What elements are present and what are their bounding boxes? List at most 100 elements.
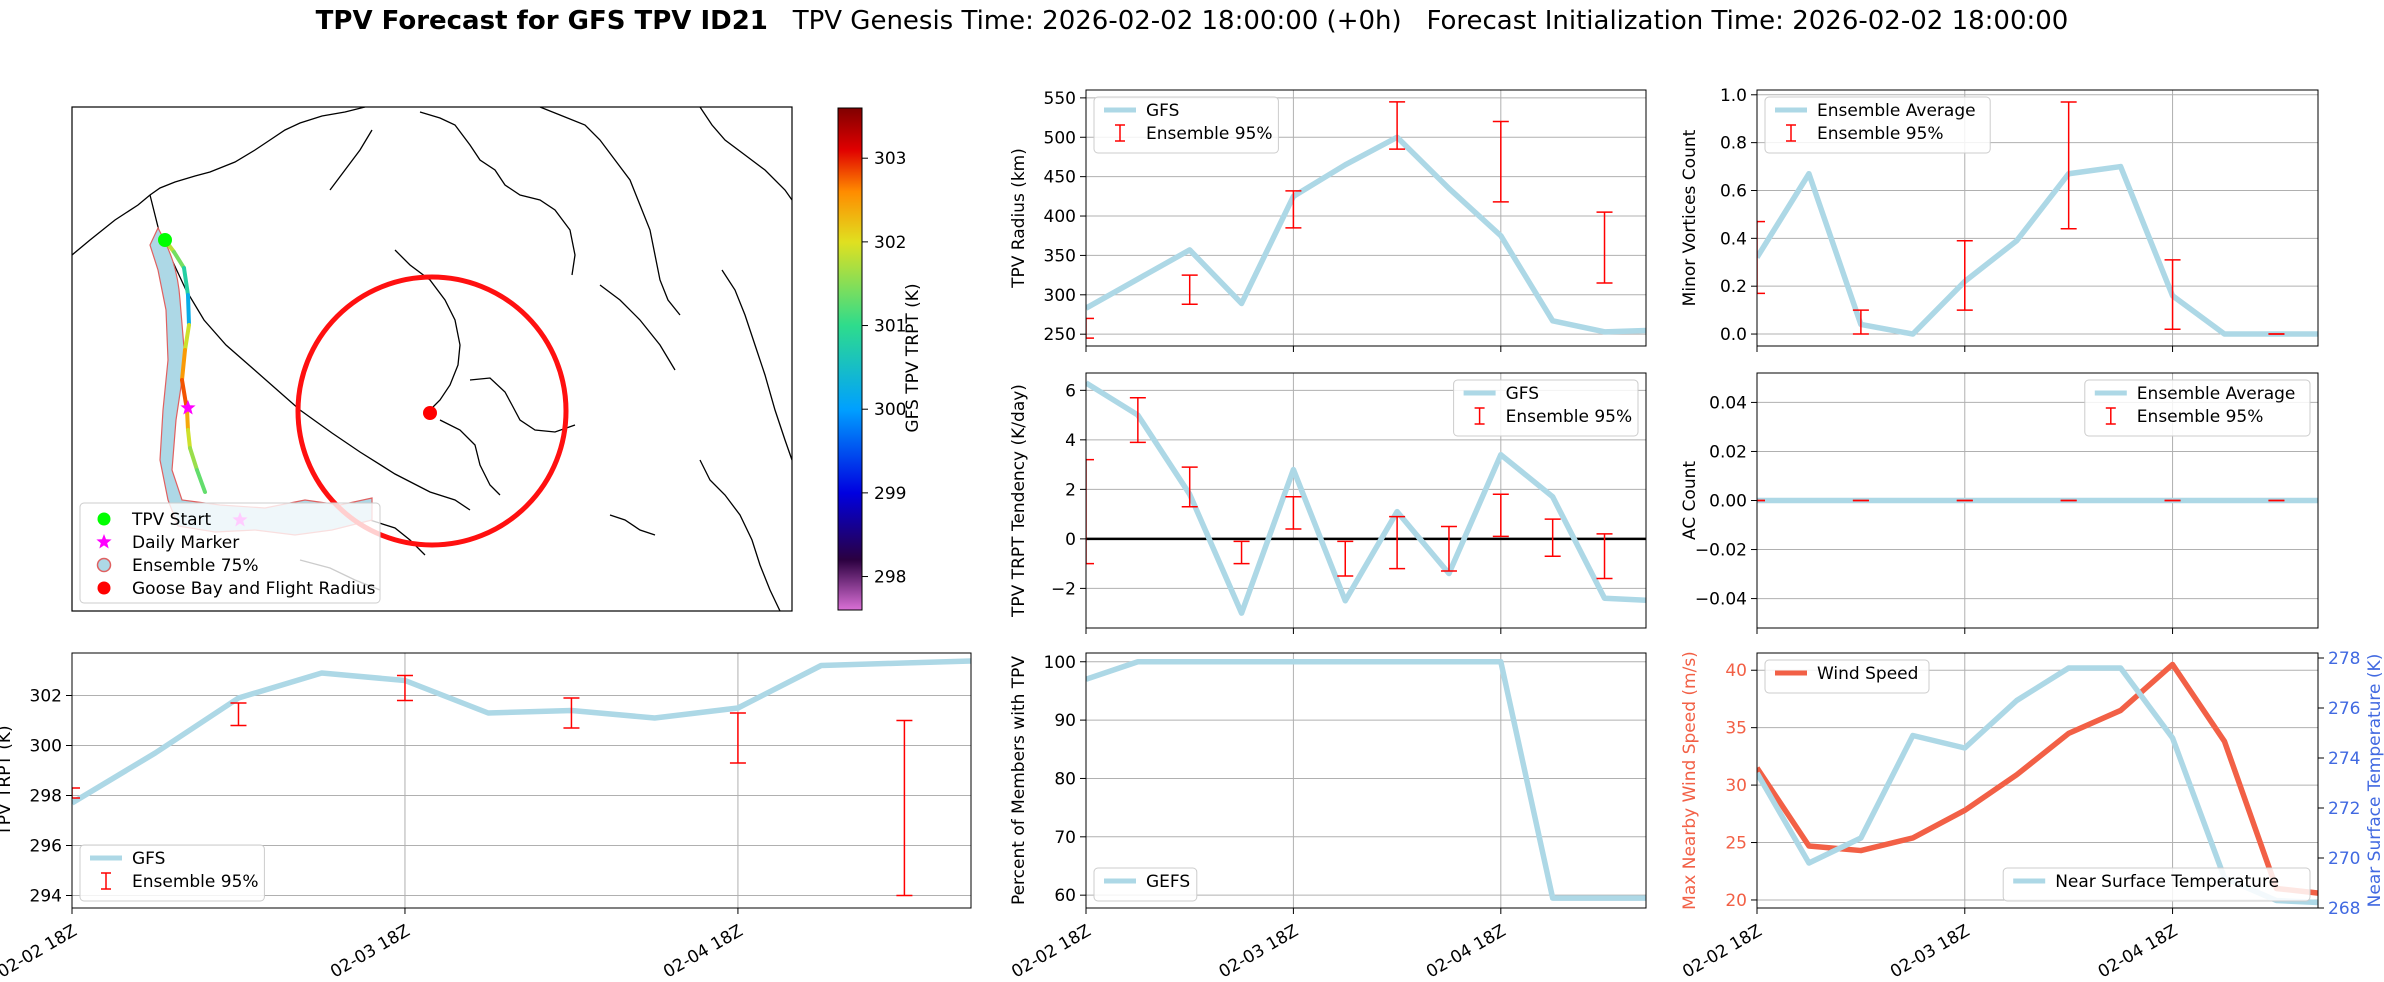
tendency-series-gfs: [1086, 380, 1646, 616]
title-tpv-id: TPV Forecast for GFS TPV ID21: [315, 6, 768, 36]
colorbar-tick-label: 301: [874, 317, 906, 337]
flight-radius-circle: [295, 274, 569, 548]
tendency-ytick-label: 0: [1065, 530, 1076, 550]
track-segment: [185, 408, 190, 432]
wind-ytick-right-label: 272: [2328, 799, 2360, 819]
ac-ytick-label: −0.04: [1695, 590, 1747, 610]
ac-ytick-label: 0.04: [1709, 393, 1747, 413]
trpt-ylabel: TPV TRPT (K): [0, 725, 15, 836]
percent-ylabel: Percent of Members with TPV: [1009, 656, 1029, 905]
chart-ac: −0.04 −0.02 0.00 0.02 0.04 AC Count Ensemble A…: [1680, 372, 2319, 634]
trpt-xtick-label: 02-03 18Z: [327, 921, 413, 982]
wind-ytick-right-label: 274: [2328, 749, 2360, 769]
trpt-axes-frame: [71, 652, 972, 909]
ac-legend: Ensemble Average Ensemble 95%: [2084, 379, 2311, 437]
wind-ytick-label: 30: [1725, 776, 1747, 796]
minor-legend-label: Ensemble Average: [1817, 101, 1976, 121]
ac-legend-label: Ensemble Average: [2137, 384, 2296, 404]
minor-legend-label: Ensemble 95%: [1817, 124, 1944, 144]
minor-ytick-label: 0.6: [1720, 181, 1747, 201]
wind-legend-box: [1764, 659, 1930, 694]
coastline: [439, 419, 501, 496]
radius-ytick-label: 300: [1044, 286, 1076, 306]
radius-legend-box: [1093, 96, 1279, 154]
radius-series-gfs: [1086, 134, 1646, 335]
wind-xtick-label: 02-02 18Z: [1679, 921, 1765, 982]
map-legend-label: Ensemble 75%: [132, 556, 259, 576]
legend-ensemble-swatch: [96, 557, 112, 573]
minor-plot-area: [1757, 101, 2318, 337]
tendency-legend-label: GFS: [1506, 384, 1539, 404]
coastline: [149, 194, 471, 511]
radius-ytick-label: 350: [1044, 246, 1076, 266]
coastline: [329, 129, 373, 191]
chart-wind: 20 25 30 35 40 02-02 18Z 02-03 18Z 02-04 18Z Max…: [1679, 649, 2384, 982]
chart-minor: 0.0 0.2 0.4 0.6 0.8 1.0 Minor Vortices Count En…: [1680, 86, 2319, 352]
wind-ytick-label: 20: [1725, 891, 1747, 911]
coastline: [539, 107, 681, 316]
radius-legend-label: GFS: [1146, 101, 1179, 121]
coastline: [394, 249, 461, 411]
figure-title: TPV Forecast for GFS TPV ID21 TPV Genesi…: [0, 6, 2384, 36]
trpt-ytick-label: 294: [30, 887, 62, 907]
wind-right-legend-box: [2002, 867, 2311, 902]
tendency-legend: GFS Ensemble 95%: [1453, 379, 1639, 437]
trpt-ytick-label: 300: [30, 737, 62, 757]
trpt-legend-label: GFS: [132, 849, 165, 869]
percent-xtick-label: 02-02 18Z: [1008, 921, 1094, 982]
percent-legend-label: GEFS: [1146, 872, 1190, 892]
tendency-ytick-label: 6: [1065, 381, 1076, 401]
chart-percent: 60 70 80 90 100 02-02 18Z 02-03 18Z 02-04 18Z Pe…: [1008, 652, 1647, 982]
percent-ytick-label: 80: [1054, 769, 1076, 789]
minor-ytick-label: 1.0: [1720, 86, 1747, 106]
track-segment: [180, 348, 187, 382]
trpt-series-gfs: [72, 658, 971, 806]
minor-ylabel: Minor Vortices Count: [1680, 129, 1700, 306]
tendency-legend-label: Ensemble 95%: [1506, 407, 1633, 427]
ac-legend-label: Ensemble 95%: [2137, 407, 2264, 427]
colorbar-label: GFS TPV TRPT (K): [903, 283, 923, 432]
radius-axes-frame: [1085, 89, 1647, 347]
ac-ytick-label: 0.00: [1709, 492, 1747, 512]
radius-legend: GFS Ensemble 95%: [1093, 96, 1279, 154]
radius-legend-label: Ensemble 95%: [1146, 124, 1273, 144]
radius-ytick-label: 250: [1044, 325, 1076, 345]
tendency-axes-frame: [1085, 372, 1647, 629]
wind-ylabel: Max Nearby Wind Speed (m/s): [1680, 651, 1700, 910]
ac-legend-box: [2084, 379, 2311, 437]
title-genesis-time: TPV Genesis Time: 2026-02-02 18:00:00 (+…: [792, 6, 1402, 36]
coastline: [721, 269, 792, 461]
percent-legend-box: [1093, 867, 1198, 902]
map-legend: TPV Start Daily Marker Ensemble 75% Goose B…: [79, 502, 381, 604]
minor-ytick-label: 0.4: [1720, 229, 1747, 249]
wind-ytick-right-label: 270: [2328, 849, 2360, 869]
wind-ytick-label: 25: [1725, 834, 1747, 854]
map-legend-box: [79, 502, 381, 604]
coastline: [699, 107, 792, 201]
track-segment: [186, 428, 192, 450]
track-segment: [186, 293, 191, 327]
minor-ytick-label: 0.0: [1720, 325, 1747, 345]
legend-goose-bay-swatch: [97, 581, 111, 595]
tpv-start-marker: [158, 233, 172, 247]
wind-ytick-right-label: 278: [2328, 649, 2360, 669]
ac-axes-frame: [1756, 372, 2319, 629]
goose-bay-marker: [423, 406, 437, 420]
tendency-ytick-label: 4: [1065, 431, 1076, 451]
track-segment: [172, 250, 186, 270]
colorbar-tick-label: 299: [874, 484, 906, 504]
map-frame: [71, 106, 793, 612]
trpt-xtick-label: 02-04 18Z: [660, 921, 746, 982]
title-init-time: Forecast Initialization Time: 2026-02-02…: [1426, 6, 2069, 36]
trpt-legend-box: [79, 844, 265, 902]
coastline: [469, 377, 576, 433]
tendency-plot-area: [1086, 380, 1646, 616]
radius-ylabel: TPV Radius (km): [1009, 148, 1029, 289]
map-panel: TPV Start Daily Marker Ensemble 75% Goose B…: [71, 106, 793, 612]
colorbar-tick-label: 302: [874, 233, 906, 253]
coastline: [419, 111, 576, 276]
wind-axes-frame: [1756, 652, 2319, 909]
map-legend-label: TPV Start: [131, 510, 212, 530]
radius-ytick-label: 500: [1044, 128, 1076, 148]
legend-daily-marker-swatch: [96, 534, 112, 549]
